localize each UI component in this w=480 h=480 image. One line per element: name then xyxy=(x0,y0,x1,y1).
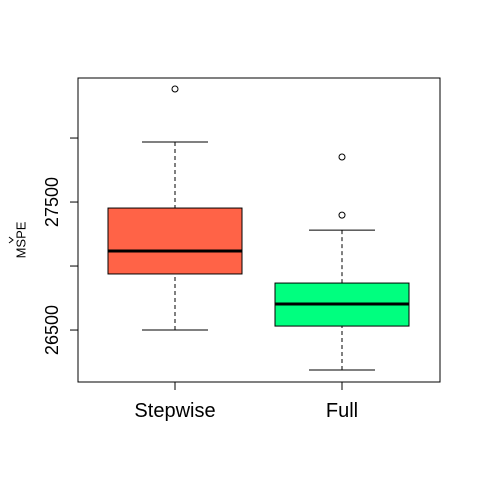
outlier xyxy=(171,85,179,93)
box xyxy=(107,207,243,275)
plot-frame xyxy=(77,77,441,383)
y-tick-label: 27500 xyxy=(42,177,62,227)
x-tick-label: Stepwise xyxy=(134,400,215,422)
hat-accent xyxy=(8,236,14,244)
y-tick-label: 26500 xyxy=(42,305,62,355)
x-tick-label: Full xyxy=(326,400,358,422)
y-axis-label: MSPE xyxy=(13,221,28,258)
outlier xyxy=(338,153,346,161)
outlier xyxy=(338,211,346,219)
